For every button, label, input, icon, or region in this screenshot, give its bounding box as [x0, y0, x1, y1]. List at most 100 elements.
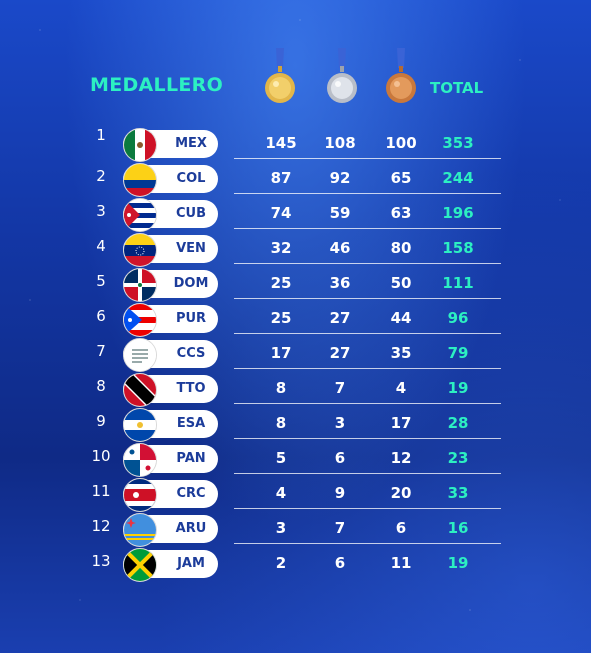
total-count: 19 — [447, 379, 469, 397]
bronze-count: 12 — [390, 449, 412, 467]
country-code: CRC — [176, 486, 206, 501]
gold-count: 25 — [270, 274, 292, 292]
bronze-count: 50 — [390, 274, 412, 292]
table-row: 4 VEN 32 46 80 158 — [0, 231, 591, 267]
silver-count: 108 — [324, 134, 356, 152]
flag-cub-icon — [123, 198, 157, 232]
total-count: 111 — [442, 274, 474, 292]
bronze-count: 100 — [385, 134, 417, 152]
gold-count: 25 — [270, 309, 292, 327]
table-row: 11 CRC 4 9 20 33 — [0, 476, 591, 512]
table-row: 13 JAM 2 6 11 19 — [0, 546, 591, 582]
country-code: PAN — [176, 451, 206, 466]
total-count: 244 — [442, 169, 474, 187]
flag-tto-icon — [123, 373, 157, 407]
rank-number: 1 — [96, 126, 106, 144]
total-count: 16 — [447, 519, 469, 537]
flag-ven-icon — [123, 233, 157, 267]
total-count: 19 — [447, 554, 469, 572]
total-header: TOTAL — [430, 79, 484, 97]
table-row: 1 MEX 145 108 100 353 — [0, 126, 591, 162]
table-row: 2 COL 87 92 65 244 — [0, 161, 591, 197]
silver-count: 27 — [329, 309, 351, 327]
flag-dom-icon — [123, 268, 157, 302]
silver-count: 9 — [334, 484, 346, 502]
total-count: 96 — [447, 309, 469, 327]
row-divider — [234, 473, 501, 474]
bronze-count: 20 — [390, 484, 412, 502]
total-count: 79 — [447, 344, 469, 362]
gold-count: 17 — [270, 344, 292, 362]
silver-count: 59 — [329, 204, 351, 222]
gold-count: 5 — [275, 449, 287, 467]
row-divider — [234, 263, 501, 264]
country-code: DOM — [173, 276, 209, 291]
country-code: VEN — [176, 241, 206, 256]
row-divider — [234, 403, 501, 404]
silver-count: 36 — [329, 274, 351, 292]
flag-pur-icon — [123, 303, 157, 337]
row-divider — [234, 438, 501, 439]
silver-count: 92 — [329, 169, 351, 187]
table-row: 9 ESA 8 3 17 28 — [0, 406, 591, 442]
table-row: 6 PUR 25 27 44 96 — [0, 301, 591, 337]
flag-ccs-icon — [123, 338, 157, 372]
row-divider — [234, 543, 501, 544]
country-code: CUB — [175, 206, 206, 221]
table-row: 3 CUB 74 59 63 196 — [0, 196, 591, 232]
rank-number: 3 — [96, 202, 106, 220]
table-row: 10 PAN 5 6 12 23 — [0, 441, 591, 477]
gold-count: 8 — [275, 414, 287, 432]
silver-count: 7 — [334, 379, 346, 397]
row-divider — [234, 333, 501, 334]
silver-count: 3 — [334, 414, 346, 432]
table-row: 12 ARU 3 7 6 16 — [0, 511, 591, 547]
rank-number: 11 — [91, 482, 111, 500]
flag-crc-icon — [123, 478, 157, 512]
gold-count: 74 — [270, 204, 292, 222]
total-count: 28 — [447, 414, 469, 432]
total-count: 23 — [447, 449, 469, 467]
rank-number: 5 — [96, 272, 106, 290]
bronze-count: 6 — [395, 519, 407, 537]
table-row: 8 TTO 8 7 4 19 — [0, 371, 591, 407]
silver-count: 46 — [329, 239, 351, 257]
country-code: PUR — [175, 311, 207, 326]
silver-count: 7 — [334, 519, 346, 537]
gold-count: 8 — [275, 379, 287, 397]
flag-mex-icon — [123, 128, 157, 162]
rank-number: 9 — [96, 412, 106, 430]
country-code: ESA — [176, 416, 206, 431]
gold-count: 2 — [275, 554, 287, 572]
row-divider — [234, 298, 501, 299]
table-row: 5 DOM 25 36 50 111 — [0, 266, 591, 302]
total-count: 353 — [442, 134, 474, 152]
rank-number: 12 — [91, 517, 111, 535]
gold-medal-icon — [265, 48, 295, 103]
row-divider — [234, 228, 501, 229]
rank-number: 2 — [96, 167, 106, 185]
page-title: MEDALLERO — [90, 74, 224, 96]
row-divider — [234, 193, 501, 194]
flag-pan-icon — [123, 443, 157, 477]
gold-count: 87 — [270, 169, 292, 187]
gold-count: 3 — [275, 519, 287, 537]
bronze-count: 35 — [390, 344, 412, 362]
gold-count: 4 — [275, 484, 287, 502]
country-code: TTO — [176, 381, 206, 396]
country-code: MEX — [175, 136, 207, 151]
row-divider — [234, 158, 501, 159]
silver-count: 27 — [329, 344, 351, 362]
total-count: 158 — [442, 239, 474, 257]
flag-col-icon — [123, 163, 157, 197]
row-divider — [234, 508, 501, 509]
total-count: 33 — [447, 484, 469, 502]
flag-aru-icon — [123, 513, 157, 547]
rank-number: 6 — [96, 307, 106, 325]
bronze-count: 80 — [390, 239, 412, 257]
bronze-count: 17 — [390, 414, 412, 432]
rank-number: 13 — [91, 552, 111, 570]
gold-count: 32 — [270, 239, 292, 257]
rank-number: 4 — [96, 237, 106, 255]
country-code: JAM — [177, 556, 205, 571]
